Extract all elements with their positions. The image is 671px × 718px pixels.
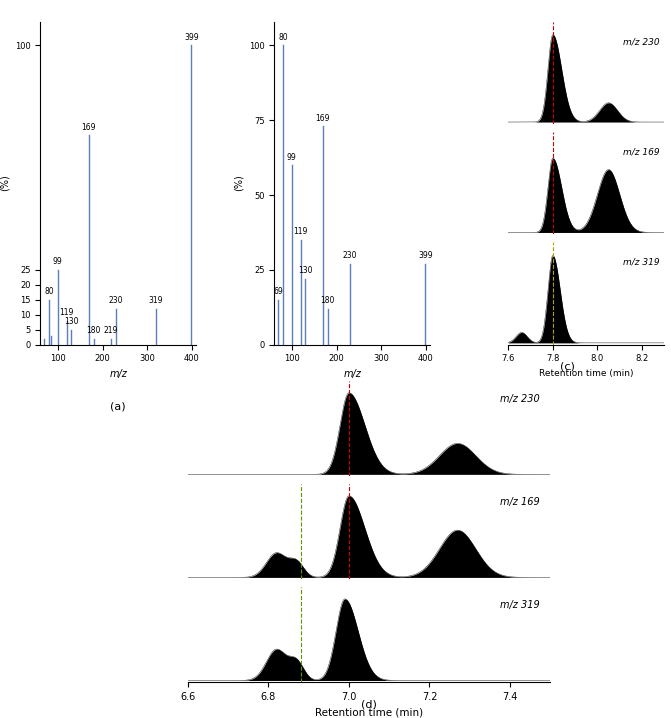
Text: 130: 130 xyxy=(64,317,79,326)
Text: 319: 319 xyxy=(148,296,163,305)
Text: 230: 230 xyxy=(109,296,123,305)
X-axis label: Retention time (min): Retention time (min) xyxy=(539,369,633,378)
Text: 119: 119 xyxy=(59,308,74,317)
Text: m/z 169: m/z 169 xyxy=(500,497,539,507)
Text: 230: 230 xyxy=(343,251,357,260)
Text: 180: 180 xyxy=(87,326,101,335)
Text: 169: 169 xyxy=(82,123,96,131)
Text: m/z 230: m/z 230 xyxy=(500,393,539,404)
X-axis label: m/z: m/z xyxy=(109,369,127,379)
Y-axis label: (%): (%) xyxy=(234,174,244,192)
X-axis label: m/z: m/z xyxy=(344,369,361,379)
Text: m/z 169: m/z 169 xyxy=(623,147,660,157)
Text: 99: 99 xyxy=(53,257,62,266)
Text: 69: 69 xyxy=(273,287,283,296)
Text: m/z 230: m/z 230 xyxy=(623,37,660,46)
Text: (a): (a) xyxy=(111,401,126,411)
Text: 80: 80 xyxy=(44,287,54,296)
Text: 80: 80 xyxy=(278,33,288,42)
Text: 399: 399 xyxy=(418,251,433,260)
Text: (d): (d) xyxy=(361,699,377,709)
Text: (b): (b) xyxy=(344,401,360,411)
Text: 99: 99 xyxy=(287,152,297,162)
Text: (c): (c) xyxy=(560,362,574,372)
Y-axis label: (%): (%) xyxy=(0,174,9,192)
Text: m/z 319: m/z 319 xyxy=(500,600,539,610)
Text: 130: 130 xyxy=(298,266,313,275)
Text: 169: 169 xyxy=(315,113,330,123)
X-axis label: Retention time (min): Retention time (min) xyxy=(315,707,423,717)
Text: m/z 319: m/z 319 xyxy=(623,258,660,267)
Text: 219: 219 xyxy=(104,326,118,335)
Text: 119: 119 xyxy=(293,228,308,236)
Text: 180: 180 xyxy=(321,296,335,305)
Text: 399: 399 xyxy=(184,33,199,42)
